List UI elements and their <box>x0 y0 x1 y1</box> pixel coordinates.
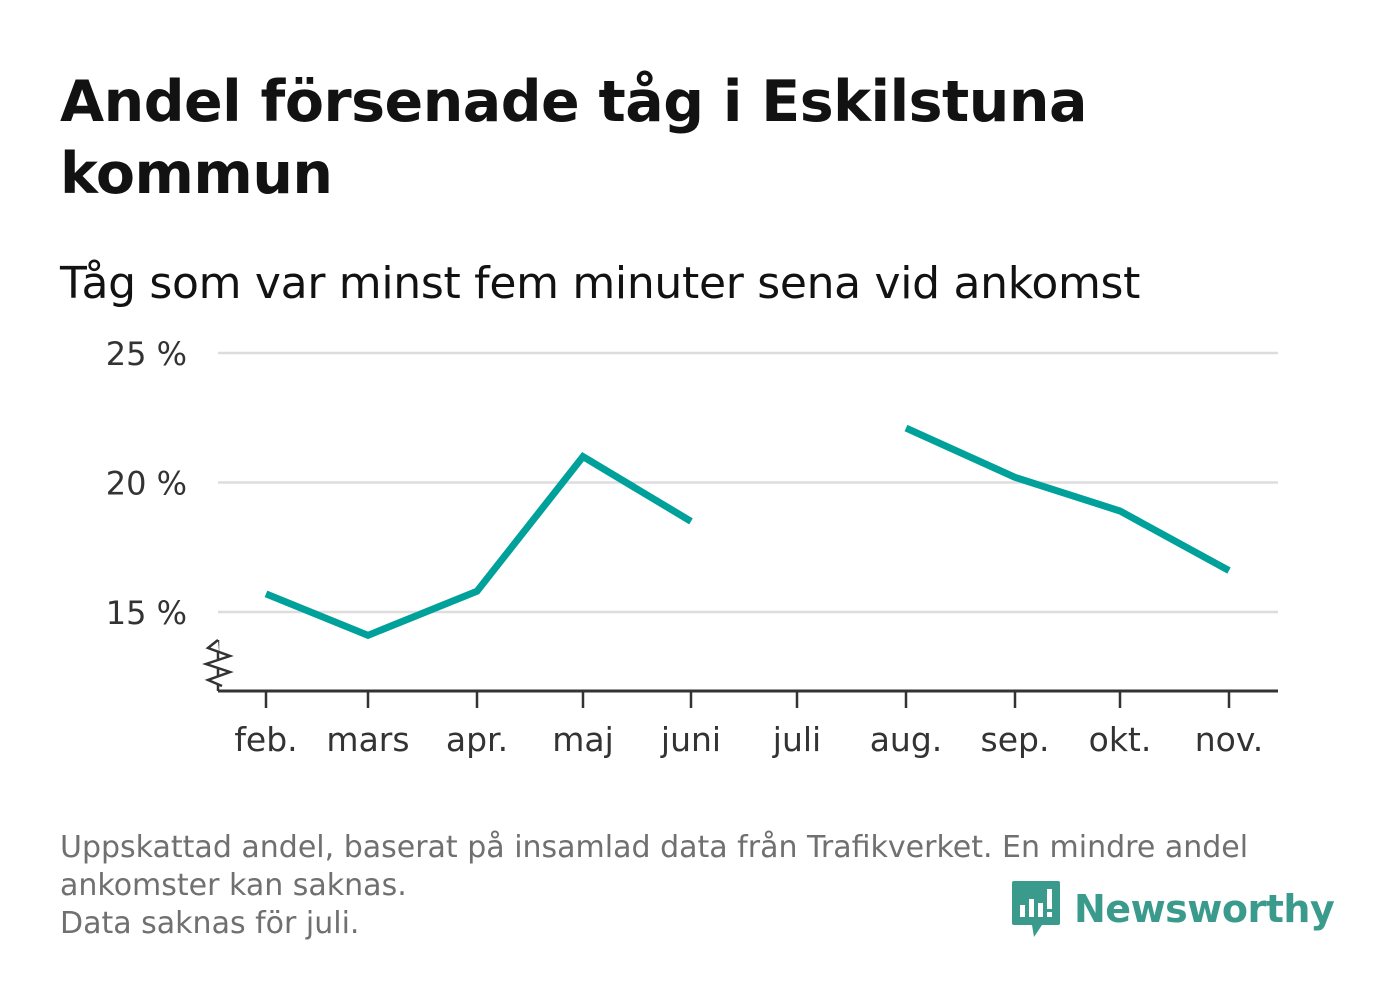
x-tick-label: juli <box>772 720 821 759</box>
x-tick-label: apr. <box>446 720 508 759</box>
axis-break-marker <box>202 639 234 688</box>
x-tick-label: nov. <box>1195 720 1264 759</box>
x-tick-label: mars <box>326 720 409 759</box>
chart-title: Andel försenade tåg i Eskilstuna kommun <box>60 69 1087 207</box>
footnote-line-2: ankomster kan saknas. <box>60 868 407 903</box>
y-tick-label: 25 % <box>106 335 187 373</box>
newsworthy-logo: Newsworthy <box>1010 878 1335 940</box>
y-tick-label: 15 % <box>106 594 187 632</box>
x-tick-label: aug. <box>870 720 943 759</box>
x-tick-label: sep. <box>981 720 1050 759</box>
chart-subtitle: Tåg som var minst fem minuter sena vid a… <box>60 258 1141 309</box>
bar-chart-bubble-icon <box>1012 881 1060 937</box>
brand-name: Newsworthy <box>1074 887 1335 931</box>
x-tick-label: feb. <box>234 720 297 759</box>
x-tick-label: juni <box>660 720 721 759</box>
y-tick-label: 20 % <box>106 465 187 503</box>
series-line-segment <box>904 424 1231 574</box>
x-tick-label: maj <box>552 720 614 759</box>
footnote-line-3: Data saknas för juli. <box>60 906 360 941</box>
footnotes: Uppskattad andel, baserat på insamlad da… <box>60 829 1320 943</box>
series-line-segment <box>264 452 693 640</box>
x-tick-label: okt. <box>1089 720 1152 759</box>
footnote-line-1: Uppskattad andel, baserat på insamlad da… <box>60 830 1249 865</box>
